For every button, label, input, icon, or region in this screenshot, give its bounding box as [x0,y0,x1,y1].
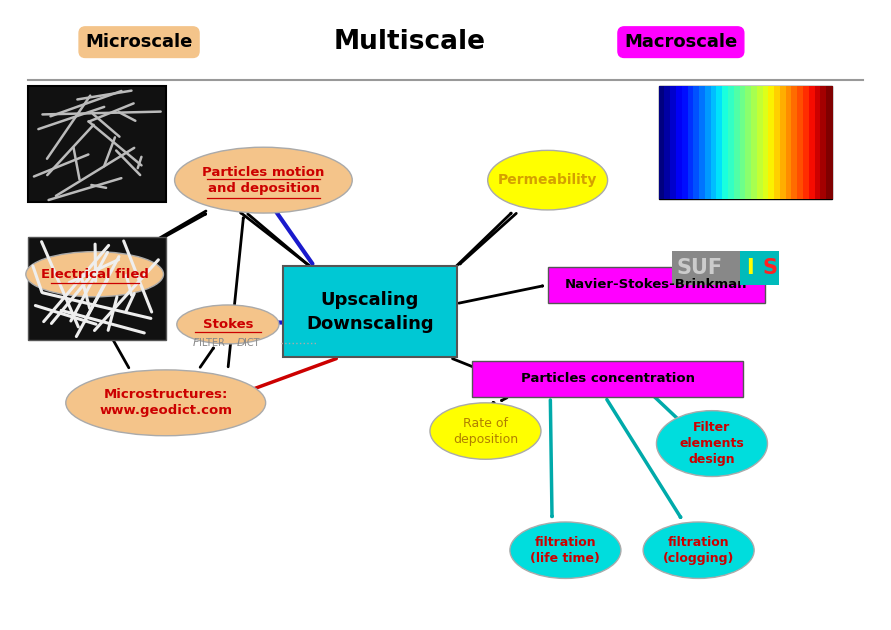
Text: Navier-Stokes-Brinkman: Navier-Stokes-Brinkman [565,278,748,292]
Ellipse shape [176,305,279,344]
FancyBboxPatch shape [728,86,734,199]
Ellipse shape [643,522,754,578]
FancyBboxPatch shape [723,86,729,199]
Text: Microscale: Microscale [86,33,192,51]
FancyBboxPatch shape [751,86,757,199]
Ellipse shape [430,403,541,459]
Text: Multiscale: Multiscale [334,29,486,55]
FancyBboxPatch shape [699,86,706,199]
FancyBboxPatch shape [548,266,765,303]
Text: Stokes: Stokes [202,318,253,331]
Text: D: D [237,338,245,348]
FancyBboxPatch shape [740,86,746,199]
Ellipse shape [175,147,352,213]
FancyBboxPatch shape [803,86,810,199]
Text: Rate of
deposition: Rate of deposition [453,416,518,445]
FancyBboxPatch shape [756,86,764,199]
FancyBboxPatch shape [283,266,456,357]
FancyBboxPatch shape [472,361,743,397]
Text: ICT: ICT [244,338,259,348]
Text: I: I [747,258,754,278]
FancyBboxPatch shape [693,86,700,199]
FancyBboxPatch shape [688,86,694,199]
Ellipse shape [66,370,266,436]
FancyBboxPatch shape [768,86,775,199]
Text: SUF: SUF [676,258,723,278]
FancyBboxPatch shape [733,86,740,199]
Ellipse shape [26,251,163,297]
FancyBboxPatch shape [670,86,677,199]
Text: Particles motion
and deposition: Particles motion and deposition [202,166,324,195]
Text: Upscaling
Downscaling: Upscaling Downscaling [307,291,434,333]
Ellipse shape [657,411,767,476]
Text: Microstructures:
www.geodict.com: Microstructures: www.geodict.com [99,388,233,417]
FancyBboxPatch shape [763,86,769,199]
Text: filtration
(clogging): filtration (clogging) [663,536,734,564]
FancyBboxPatch shape [814,86,822,199]
Text: Macroscale: Macroscale [625,33,738,51]
FancyBboxPatch shape [676,86,683,199]
Text: ILTER: ILTER [200,338,228,348]
FancyBboxPatch shape [821,86,827,199]
FancyBboxPatch shape [740,251,760,285]
FancyBboxPatch shape [711,86,717,199]
FancyBboxPatch shape [28,86,166,202]
Text: filtration
(life time): filtration (life time) [530,536,601,564]
FancyBboxPatch shape [705,86,712,199]
FancyBboxPatch shape [28,237,166,340]
Text: Filter
elements
design: Filter elements design [680,421,744,466]
FancyBboxPatch shape [780,86,787,199]
Text: S: S [762,258,777,278]
FancyBboxPatch shape [791,86,798,199]
FancyBboxPatch shape [682,86,689,199]
FancyBboxPatch shape [658,86,832,199]
FancyBboxPatch shape [760,251,780,285]
FancyBboxPatch shape [716,86,723,199]
FancyBboxPatch shape [774,86,781,199]
Ellipse shape [487,151,608,210]
FancyBboxPatch shape [665,86,671,199]
Text: Particles concentration: Particles concentration [520,372,695,386]
FancyBboxPatch shape [826,86,833,199]
FancyBboxPatch shape [797,86,804,199]
Text: Permeability: Permeability [498,173,597,187]
FancyBboxPatch shape [745,86,752,199]
FancyBboxPatch shape [658,86,666,199]
FancyBboxPatch shape [786,86,792,199]
FancyBboxPatch shape [809,86,815,199]
Ellipse shape [510,522,621,578]
FancyBboxPatch shape [672,251,779,285]
Text: F: F [192,338,199,348]
Text: Electrical filed: Electrical filed [41,268,149,281]
